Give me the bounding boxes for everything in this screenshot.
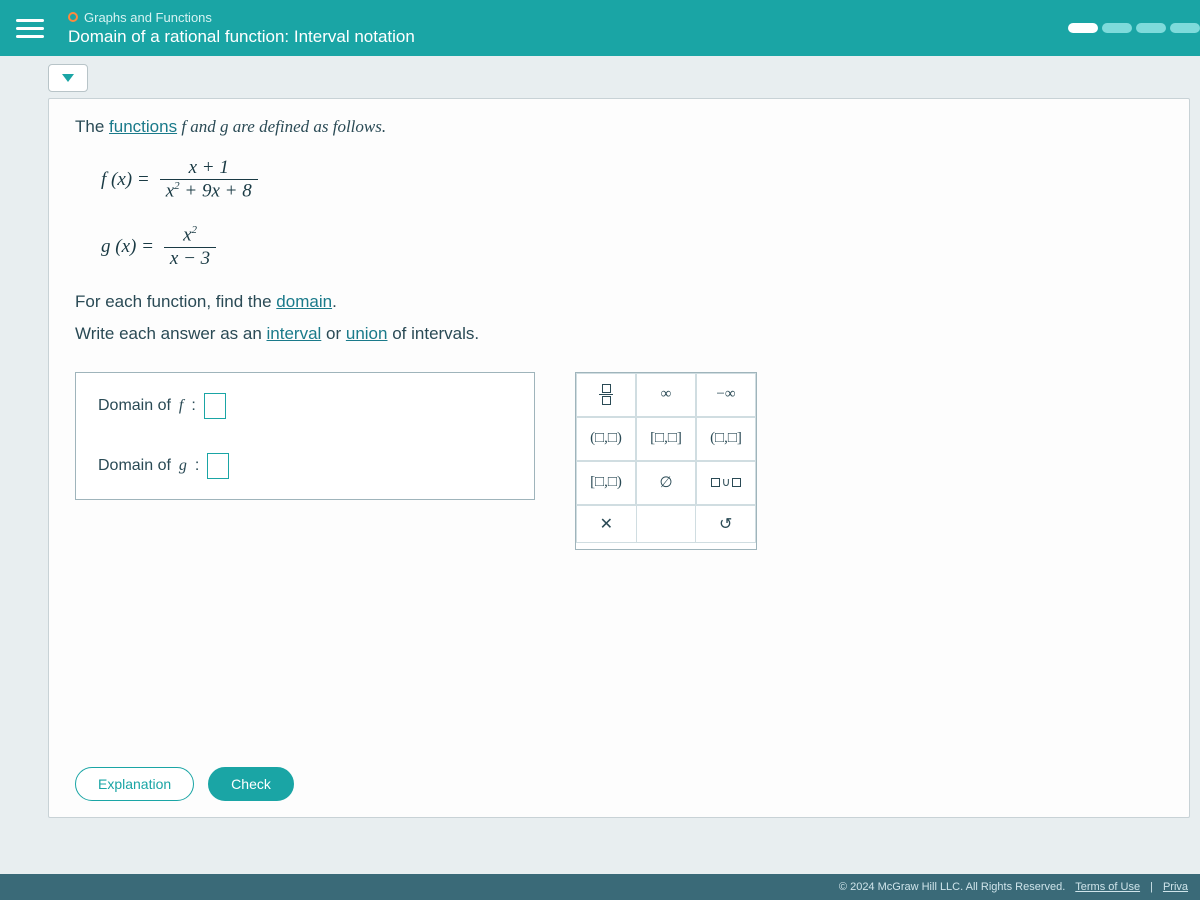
- equation-f: f (x) = x + 1 x2 + 9x + 8: [101, 157, 1163, 202]
- f-lhs: f (x) =: [101, 169, 150, 191]
- colon: :: [191, 397, 195, 415]
- terms-link[interactable]: Terms of Use: [1075, 881, 1140, 893]
- link-domain[interactable]: domain: [276, 292, 332, 311]
- palette-neg-infinity[interactable]: −∞: [696, 373, 756, 417]
- x-icon: ✕: [600, 514, 613, 534]
- copyright: © 2024 McGraw Hill LLC. All Rights Reser…: [839, 881, 1065, 893]
- symbol-f: f: [179, 397, 183, 415]
- app-header: Graphs and Functions Domain of a rationa…: [0, 0, 1200, 56]
- privacy-link[interactable]: Priva: [1163, 881, 1188, 893]
- equation-g: g (x) = x2 x − 3: [101, 224, 1163, 269]
- work-area: Domain of f : Domain of g : ∞ −∞ (□,□) […: [75, 372, 1163, 550]
- chevron-down-icon: [62, 74, 74, 82]
- fraction: x2 x − 3: [164, 224, 216, 269]
- header-text: Graphs and Functions Domain of a rationa…: [68, 10, 415, 47]
- action-bar: Explanation Check: [75, 767, 294, 801]
- instruction-2: Write each answer as an interval or unio…: [75, 324, 1163, 344]
- question-panel: The functions f and g are defined as fol…: [48, 98, 1190, 818]
- palette-reset[interactable]: ↺: [695, 505, 756, 543]
- symbol-palette: ∞ −∞ (□,□) [□,□] (□,□] [□,□) ∅ ∪ ✕ ↺: [575, 372, 757, 550]
- section-label: Graphs and Functions: [84, 10, 212, 25]
- header-section: Graphs and Functions: [68, 10, 415, 25]
- progress-pill: [1170, 23, 1200, 33]
- progress-pill: [1102, 23, 1132, 33]
- text: f and g are defined as follows.: [177, 117, 386, 136]
- numerator: x + 1: [183, 157, 235, 179]
- domain-f-input[interactable]: [204, 393, 226, 419]
- denominator: x − 3: [164, 248, 216, 270]
- text: The: [75, 117, 109, 136]
- label: Domain of: [98, 397, 171, 415]
- progress-pill: [1136, 23, 1166, 33]
- palette-open-interval[interactable]: (□,□): [576, 417, 636, 461]
- palette-closed-interval[interactable]: [□,□]: [636, 417, 696, 461]
- menu-icon[interactable]: [16, 14, 44, 42]
- palette-fraction[interactable]: [576, 373, 636, 417]
- answer-card: Domain of f : Domain of g :: [75, 372, 535, 500]
- prompt-intro: The functions f and g are defined as fol…: [75, 117, 1163, 137]
- denominator: x2 + 9x + 8: [160, 180, 258, 202]
- section-dot-icon: [68, 12, 78, 22]
- reset-icon: ↺: [719, 514, 732, 534]
- symbol-g: g: [179, 457, 187, 475]
- label: Domain of: [98, 457, 171, 475]
- g-lhs: g (x) =: [101, 236, 154, 258]
- instruction-1: For each function, find the domain.: [75, 292, 1163, 312]
- link-functions[interactable]: functions: [109, 117, 177, 136]
- colon: :: [195, 457, 199, 475]
- explanation-button[interactable]: Explanation: [75, 767, 194, 801]
- fraction: x + 1 x2 + 9x + 8: [160, 157, 258, 202]
- domain-g-input[interactable]: [207, 453, 229, 479]
- palette-empty-set[interactable]: ∅: [636, 461, 696, 505]
- answer-g-row: Domain of g :: [98, 453, 512, 479]
- palette-spacer: [637, 505, 696, 543]
- palette-actions: ✕ ↺: [576, 505, 756, 549]
- footer: © 2024 McGraw Hill LLC. All Rights Reser…: [0, 874, 1200, 900]
- palette-half-open-left[interactable]: [□,□): [576, 461, 636, 505]
- progress-pill: [1068, 23, 1098, 33]
- palette-clear[interactable]: ✕: [576, 505, 637, 543]
- palette-union[interactable]: ∪: [696, 461, 756, 505]
- collapse-toggle[interactable]: [48, 64, 88, 92]
- check-button[interactable]: Check: [208, 767, 294, 801]
- palette-half-open-right[interactable]: (□,□]: [696, 417, 756, 461]
- palette-infinity[interactable]: ∞: [636, 373, 696, 417]
- progress-indicator: [1068, 23, 1200, 33]
- link-union[interactable]: union: [346, 324, 388, 343]
- page-title: Domain of a rational function: Interval …: [68, 27, 415, 47]
- numerator: x2: [177, 224, 203, 246]
- link-interval[interactable]: interval: [267, 324, 322, 343]
- answer-f-row: Domain of f :: [98, 393, 512, 419]
